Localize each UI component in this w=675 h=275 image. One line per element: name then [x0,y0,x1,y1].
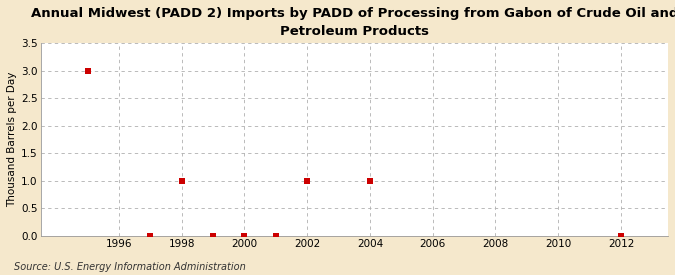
Point [145,234,156,238]
Text: Source: U.S. Energy Information Administration: Source: U.S. Energy Information Administ… [14,262,245,272]
Y-axis label: Thousand Barrels per Day: Thousand Barrels per Day [7,72,17,207]
Point [239,234,250,238]
Point [302,179,313,183]
Point [176,179,187,183]
Point [616,234,626,238]
Point [82,69,93,73]
Point [364,179,375,183]
Point [208,234,219,238]
Point [271,234,281,238]
Title: Annual Midwest (PADD 2) Imports by PADD of Processing from Gabon of Crude Oil an: Annual Midwest (PADD 2) Imports by PADD … [30,7,675,38]
